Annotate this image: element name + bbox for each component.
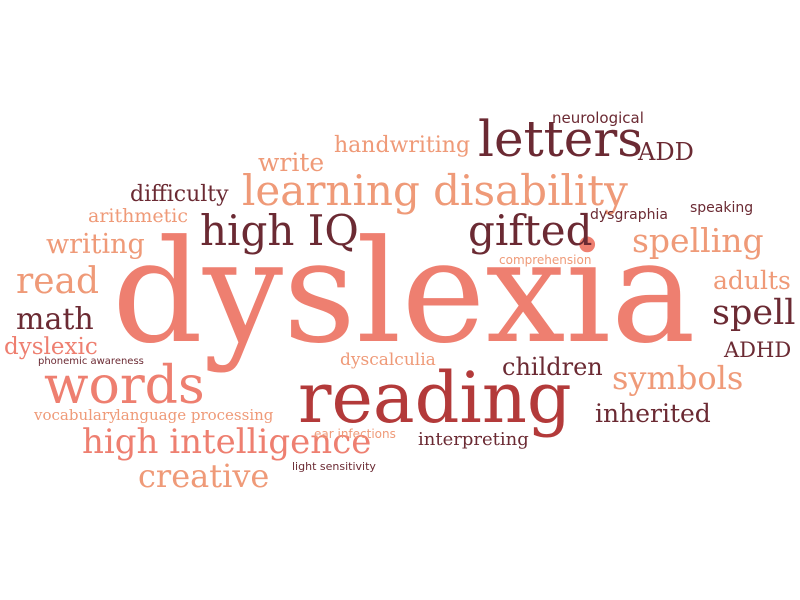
word-high-iq: high IQ xyxy=(200,206,359,255)
word-ear-infections: ear infections xyxy=(314,427,396,441)
word-dyscalculia: dyscalculia xyxy=(340,350,436,370)
word-reading: reading xyxy=(298,357,572,439)
word-writing: writing xyxy=(46,229,145,260)
word-inherited: inherited xyxy=(595,399,711,428)
word-creative: creative xyxy=(138,457,270,495)
word-phonemic-awareness: phonemic awareness xyxy=(38,356,144,367)
word-handwriting: handwriting xyxy=(334,133,471,158)
word-difficulty: difficulty xyxy=(130,182,229,207)
word-high-intelligence: high intelligence xyxy=(82,422,372,462)
word-write: write xyxy=(258,148,325,177)
word-read: read xyxy=(16,261,100,302)
word-light-sensitivity: light sensitivity xyxy=(292,460,376,473)
word-symbols: symbols xyxy=(612,359,744,397)
word-arithmetic: arithmetic xyxy=(88,205,188,227)
word-spelling: spelling xyxy=(632,221,764,260)
word-children: children xyxy=(502,353,603,381)
word-learning-disability: learning disability xyxy=(242,166,628,215)
word-letters: letters xyxy=(478,110,643,168)
word-adhd: ADHD xyxy=(724,338,792,362)
word-dyslexic: dyslexic xyxy=(4,334,98,360)
word-words: words xyxy=(44,356,205,416)
word-neurological: neurological xyxy=(552,109,644,127)
word-gifted: gifted xyxy=(468,206,593,255)
word-adults: adults xyxy=(713,266,791,295)
word-language-processing: language processing xyxy=(116,406,274,424)
word-speaking: speaking xyxy=(690,200,754,216)
word-dysgraphia: dysgraphia xyxy=(590,207,668,223)
word-spell: spell xyxy=(712,293,796,333)
word-add: ADD xyxy=(638,138,694,166)
word-vocabulary: vocabulary xyxy=(34,406,118,424)
word-math: math xyxy=(16,302,94,337)
word-dyslexia: dyslexia xyxy=(112,210,696,375)
word-interpreting: interpreting xyxy=(418,429,529,450)
word-comprehension: comprehension xyxy=(499,253,592,267)
